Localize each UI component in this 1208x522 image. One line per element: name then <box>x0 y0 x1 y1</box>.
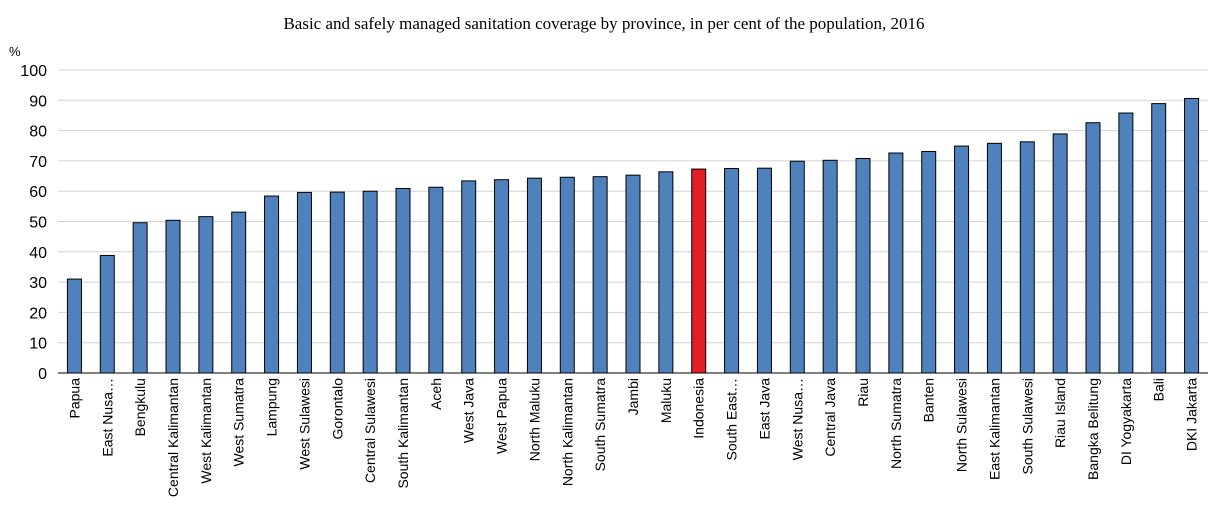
y-tick-label: 70 <box>29 154 47 171</box>
x-category-label: North Kalimantan <box>559 378 575 486</box>
y-tick-label: 10 <box>29 336 47 353</box>
y-tick-label: 20 <box>29 305 47 322</box>
bar <box>1151 103 1167 374</box>
x-category-label: East Kalimantan <box>986 378 1002 480</box>
x-category-label: South Sumatra <box>592 378 608 472</box>
bar <box>888 152 904 374</box>
bar <box>132 222 148 374</box>
x-category-label: East Java <box>756 378 772 440</box>
bar <box>756 167 772 374</box>
bar <box>1085 122 1101 374</box>
x-category-label: South Kalimantan <box>395 378 411 489</box>
bar <box>822 159 838 374</box>
x-category-label: West Sumatra <box>231 378 247 467</box>
bar <box>494 179 510 374</box>
bar <box>855 157 871 374</box>
bar <box>296 191 312 374</box>
x-category-label: Indonesia <box>691 378 707 439</box>
bar <box>264 195 280 374</box>
x-category-label: DI Yogyakarta <box>1118 378 1134 465</box>
x-category-label: West Papua <box>494 378 510 454</box>
x-axis-labels: Papua East Nusa… Bengkulu Central Kalimanta… <box>66 378 1199 497</box>
bar <box>559 176 575 374</box>
x-category-label: South Sulawesi <box>1019 378 1035 475</box>
x-category-label: Gorontalo <box>329 378 345 440</box>
x-category-label: North Sulawesi <box>954 378 970 472</box>
bar <box>658 171 674 374</box>
x-category-label: West Nusa… <box>789 378 805 460</box>
x-category-label: Central Kalimantan <box>165 378 181 497</box>
bar <box>724 167 740 374</box>
x-category-label: DKI Jakarta <box>1184 378 1200 451</box>
x-category-label: Papua <box>66 378 82 419</box>
x-category-label: North Sumatra <box>888 378 904 469</box>
bar <box>789 160 805 374</box>
bar <box>329 191 345 374</box>
bar <box>526 177 542 374</box>
bar <box>66 278 82 374</box>
y-tick-label: 30 <box>29 275 47 292</box>
x-category-label: Bangka Belitung <box>1085 378 1101 480</box>
bar <box>1019 141 1035 374</box>
y-tick-label: 0 <box>38 366 47 383</box>
x-category-label: Jambi <box>625 378 641 415</box>
y-tick-label: 90 <box>29 93 47 110</box>
bar <box>428 186 444 374</box>
x-category-label: Riau Island <box>1052 378 1068 448</box>
bar <box>592 176 608 374</box>
y-tick-label: 60 <box>29 184 47 201</box>
bar <box>625 174 641 374</box>
y-tick-label: 40 <box>29 245 47 262</box>
bar <box>198 216 214 374</box>
bar <box>1052 133 1068 374</box>
x-category-label: Aceh <box>428 378 444 410</box>
x-category-label: Central Sulawesi <box>362 378 378 483</box>
bar <box>395 187 411 374</box>
x-category-label: Banten <box>921 378 937 422</box>
bar <box>165 219 181 374</box>
x-category-label: Riau <box>855 378 871 407</box>
bar <box>986 142 1002 374</box>
x-category-label: Bengkulu <box>132 378 148 436</box>
bar <box>231 211 247 374</box>
x-category-label: West Kalimantan <box>198 378 214 484</box>
y-tick-label: 100 <box>20 63 47 80</box>
bar <box>461 180 477 374</box>
bar-highlight <box>691 168 707 374</box>
x-category-label: Bali <box>1151 378 1167 401</box>
bar <box>1184 97 1200 374</box>
bar <box>99 254 115 374</box>
y-axis-unit-label: % <box>9 44 21 59</box>
x-category-label: West Sulawesi <box>296 378 312 470</box>
chart-title: Basic and safely managed sanitation cove… <box>283 14 925 33</box>
x-category-label: South East… <box>724 378 740 461</box>
y-axis-ticks: 0 10 20 30 40 50 60 70 80 90 100 <box>20 63 47 383</box>
bar <box>921 151 937 374</box>
x-category-label: Lampung <box>264 378 280 436</box>
x-category-label: Maluku <box>658 378 674 423</box>
x-category-label: North Maluku <box>526 378 542 461</box>
bar <box>954 145 970 374</box>
x-category-label: Central Java <box>822 378 838 457</box>
y-tick-label: 50 <box>29 215 47 232</box>
x-category-label: West Java <box>461 378 477 443</box>
bars <box>66 97 1200 374</box>
bar <box>1118 112 1134 374</box>
y-tick-label: 80 <box>29 124 47 141</box>
bar <box>362 190 378 374</box>
x-category-label: East Nusa… <box>99 378 115 457</box>
